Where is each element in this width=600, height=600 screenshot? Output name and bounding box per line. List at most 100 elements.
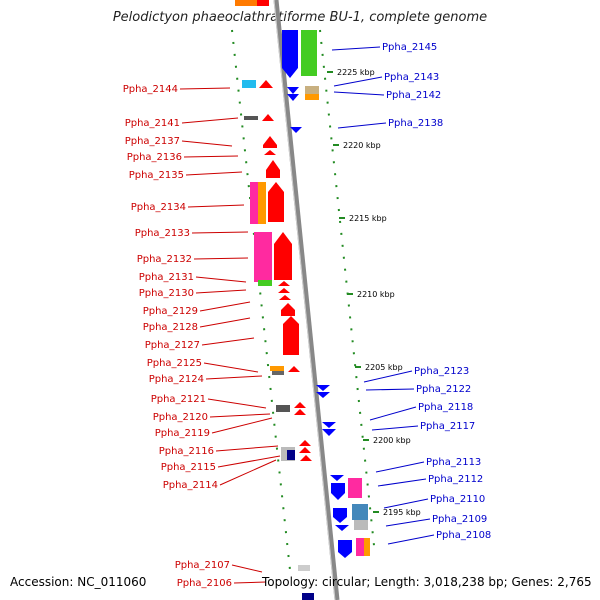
kbp-tick-label: 2210 kbp: [357, 290, 395, 299]
left-leader-line: [219, 459, 277, 486]
kbp-tick-label: 2200 kbp: [373, 436, 411, 445]
right-leader-line: [365, 388, 415, 391]
gene-arrow: [278, 288, 290, 293]
gene-arrow: [294, 409, 306, 415]
gene-arrow: [338, 540, 352, 558]
gene-arrow: [287, 94, 299, 101]
left-leader-line: [211, 417, 273, 434]
left-leader-line: [179, 87, 231, 90]
gene-block: [354, 520, 368, 530]
gene-block: [242, 80, 256, 88]
gene-arrow: [299, 447, 311, 453]
gene-arrow: [316, 385, 330, 391]
gene-label-left: Ppha_2114: [163, 480, 218, 491]
gene-arrow: [281, 303, 295, 316]
gene-label-right: Ppha_2143: [384, 72, 439, 83]
gene-arrow: [263, 136, 277, 148]
gene-block: [301, 30, 317, 76]
genome-axis-highlight: [273, 0, 336, 600]
gene-label-left: Ppha_2141: [125, 118, 180, 129]
gene-arrow: [268, 182, 284, 222]
gene-arrow: [335, 525, 349, 531]
gene-label-left: Ppha_2132: [137, 254, 192, 265]
gene-block: [250, 182, 258, 224]
gene-block: [364, 538, 370, 556]
gene-arrow: [266, 160, 280, 178]
kbp-tick-label: 2225 kbp: [337, 68, 375, 77]
left-leader-line: [191, 231, 249, 234]
right-leader-line: [383, 498, 429, 509]
gene-block: [298, 565, 310, 571]
gene-block: [352, 504, 368, 520]
gene-label-left: Ppha_2135: [129, 170, 184, 181]
gene-label-left: Ppha_2106: [177, 578, 232, 589]
kbp-tick-label: 2220 kbp: [343, 141, 381, 150]
right-strand-genes: [282, 30, 370, 558]
left-leader-line: [215, 445, 279, 452]
left-leader-line: [193, 257, 249, 260]
gene-block: [348, 478, 362, 498]
kbp-tick-label: 2205 kbp: [365, 363, 403, 372]
left-leader-line: [183, 155, 239, 158]
gene-block: [305, 94, 319, 100]
right-leader-line: [331, 46, 381, 51]
map-title: Pelodictyon phaeoclathratiforme BU-1, co…: [112, 10, 488, 25]
gene-label-left: Ppha_2136: [127, 152, 182, 163]
gene-block: [302, 593, 314, 600]
left-leader-line: [195, 276, 247, 283]
gene-label-right: Ppha_2138: [388, 118, 443, 129]
gene-arrow: [294, 402, 306, 408]
gene-label-left: Ppha_2120: [153, 412, 208, 423]
gene-label-right: Ppha_2145: [382, 42, 437, 53]
gene-arrow: [322, 429, 336, 436]
gene-arrow: [278, 281, 290, 286]
gene-label-left: Ppha_2127: [145, 340, 200, 351]
left-leader-line: [207, 398, 267, 409]
gene-block: [270, 366, 284, 371]
left-leader-line: [201, 337, 255, 346]
gene-label-right: Ppha_2112: [428, 474, 483, 485]
right-leader-line: [385, 518, 431, 527]
gene-block: [258, 280, 272, 286]
gene-label-right: Ppha_2110: [430, 494, 485, 505]
gene-arrow: [290, 127, 302, 133]
left-leader-line: [185, 171, 243, 176]
left-leader-line: [205, 375, 263, 380]
gene-arrow: [279, 295, 291, 300]
gene-arrow: [331, 483, 345, 500]
gene-label-left: Ppha_2107: [175, 560, 230, 571]
gene-label-right: Ppha_2123: [414, 366, 469, 377]
gene-block: [287, 450, 295, 460]
gene-arrow: [330, 475, 344, 481]
gene-arrow: [259, 80, 273, 88]
gene-label-left: Ppha_2124: [149, 374, 204, 385]
left-leader-line: [195, 289, 247, 294]
gene-arrow: [287, 87, 299, 94]
gene-arrow: [288, 366, 300, 372]
gene-arrow: [262, 114, 274, 121]
gene-block: [276, 405, 290, 412]
gene-label-left: Ppha_2144: [123, 84, 178, 95]
left-leader-line: [199, 317, 251, 328]
kbp-tick-label: 2195 kbp: [383, 508, 421, 517]
gene-block: [258, 182, 266, 224]
gene-block: [254, 232, 272, 282]
gene-label-right: Ppha_2122: [416, 384, 471, 395]
left-leader-line: [231, 564, 263, 573]
gene-block: [305, 86, 319, 94]
genome-summary-text: Topology: circular; Length: 3,018,238 bp…: [262, 575, 592, 589]
gene-arrow: [316, 392, 330, 398]
right-leader-line: [375, 461, 425, 473]
genome-axis: [273, 0, 340, 600]
gene-block: [257, 0, 269, 6]
left-leader-line: [199, 301, 251, 312]
gene-label-left: Ppha_2129: [143, 306, 198, 317]
left-leader-line: [203, 362, 259, 373]
gene-arrow: [333, 508, 347, 523]
right-leader-line: [363, 370, 413, 383]
gene-label-left: Ppha_2119: [155, 428, 210, 439]
left-leader-line: [181, 140, 233, 147]
right-leader-line: [333, 91, 385, 96]
gene-label-left: Ppha_2115: [161, 462, 216, 473]
